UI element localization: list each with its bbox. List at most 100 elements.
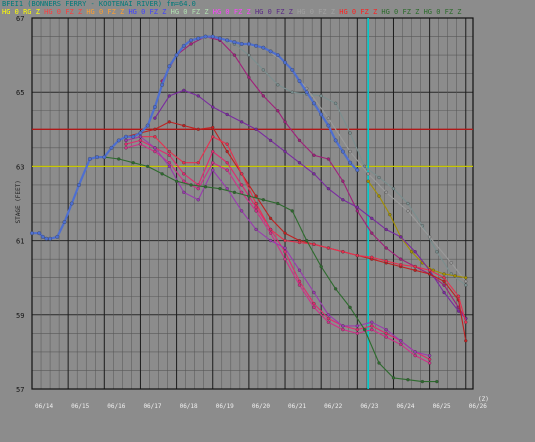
observed-series-point xyxy=(44,236,49,241)
forecast-series-point xyxy=(420,379,425,384)
forecast-series-point xyxy=(124,142,128,146)
forecast-series-point xyxy=(268,227,273,232)
observed-series-point xyxy=(95,155,100,160)
forecast-series-point xyxy=(182,88,186,92)
forecast-series-point xyxy=(326,313,331,317)
y-tick-label: 63 xyxy=(16,163,24,171)
observed-series-point xyxy=(333,138,338,143)
forecast-series-point xyxy=(240,120,244,124)
forecast-series-point xyxy=(153,116,157,120)
y-axis-label: STAGE (FEET) xyxy=(15,180,22,223)
x-tick-label: 06/21 xyxy=(288,403,306,410)
observed-series-point xyxy=(319,112,324,117)
y-tick-label: 67 xyxy=(16,15,24,23)
x-tick-label: 06/24 xyxy=(396,403,414,410)
y-tick-label: 59 xyxy=(16,312,24,320)
forecast-series-point xyxy=(167,161,172,165)
forecast-series-point xyxy=(196,187,200,191)
forecast-series-point xyxy=(341,179,345,183)
observed-series-point xyxy=(348,160,353,165)
forecast-series-point xyxy=(377,194,381,198)
forecast-series-point xyxy=(326,246,331,250)
forecast-series-point xyxy=(167,120,172,124)
forecast-series-point xyxy=(355,253,359,258)
forecast-series-point xyxy=(362,164,367,169)
forecast-series-point xyxy=(427,268,432,272)
forecast-series-point xyxy=(276,83,280,87)
observed-series-point xyxy=(239,42,244,46)
forecast-series-point xyxy=(131,161,135,165)
forecast-series-point xyxy=(442,272,446,276)
x-tick-label: 06/18 xyxy=(180,403,198,410)
x-tick-label: 06/16 xyxy=(107,403,125,410)
observed-series-point xyxy=(40,234,45,239)
legend-entry: HG 0 FZ Z xyxy=(381,8,424,16)
forecast-series-point xyxy=(203,185,208,189)
forecast-series-point xyxy=(153,127,157,131)
observed-series-point xyxy=(297,79,302,84)
forecast-series-point xyxy=(384,190,388,195)
forecast-series-point xyxy=(254,127,258,131)
forecast-series-point xyxy=(341,250,345,254)
forecast-series-point xyxy=(290,90,294,94)
forecast-series-point xyxy=(464,276,468,280)
forecast-series-point xyxy=(348,305,352,310)
forecast-series-point xyxy=(442,279,446,284)
forecast-series-point xyxy=(297,268,302,272)
observed-series-point xyxy=(160,82,165,87)
forecast-series-point xyxy=(355,205,359,209)
observed-series-point xyxy=(312,101,316,106)
forecast-series-point xyxy=(435,379,439,384)
observed-series-point xyxy=(189,38,193,43)
observed-series-point xyxy=(124,134,128,139)
forecast-series-point xyxy=(153,146,157,150)
forecast-series-point xyxy=(377,361,381,365)
forecast-series-point xyxy=(124,138,128,143)
observed-series-point xyxy=(37,231,42,236)
legend-entry: HG 0 FZ Z xyxy=(212,8,255,16)
forecast-series-point xyxy=(413,268,417,272)
forecast-series-point xyxy=(370,327,374,332)
x-tick-label: 06/23 xyxy=(360,403,378,410)
forecast-series-line xyxy=(125,136,430,357)
forecast-series-point xyxy=(254,209,258,213)
forecast-series-point xyxy=(240,183,244,187)
forecast-series-point xyxy=(413,264,417,269)
forecast-series-point xyxy=(211,149,215,154)
forecast-series-point xyxy=(312,153,316,157)
x-tick-label: 06/25 xyxy=(433,403,451,410)
observed-series-point xyxy=(246,42,251,46)
forecast-series-point xyxy=(348,149,352,154)
forecast-series-point xyxy=(153,135,157,139)
forecast-series-line xyxy=(125,143,430,364)
forecast-series-point xyxy=(196,127,200,131)
forecast-series-point xyxy=(384,327,388,332)
forecast-series-point xyxy=(370,320,374,324)
observed-series-point xyxy=(218,36,222,41)
forecast-series-point xyxy=(449,261,453,265)
observed-series-point xyxy=(109,145,114,150)
forecast-series-point xyxy=(312,305,316,310)
forecast-series-point xyxy=(319,264,323,269)
forecast-series-point xyxy=(464,339,468,343)
forecast-series-point xyxy=(182,172,186,176)
forecast-series-point xyxy=(297,283,302,287)
forecast-series-point xyxy=(456,309,461,313)
forecast-series-point xyxy=(261,94,265,98)
forecast-series-point xyxy=(399,235,403,239)
forecast-series-point xyxy=(312,302,316,306)
forecast-series-point xyxy=(189,42,193,46)
forecast-series-point xyxy=(427,353,432,358)
forecast-series-point xyxy=(174,179,179,183)
forecast-series-point xyxy=(341,327,345,332)
forecast-series-point xyxy=(464,320,468,324)
forecast-series-point xyxy=(409,250,414,254)
observed-series-point xyxy=(210,34,215,39)
forecast-series-point xyxy=(211,168,215,172)
observed-series-point xyxy=(275,53,280,58)
forecast-series-point xyxy=(319,94,323,98)
observed-series-point xyxy=(116,138,121,143)
forecast-series-point xyxy=(464,279,468,284)
forecast-series-point xyxy=(283,257,287,261)
forecast-series-point xyxy=(153,149,157,154)
